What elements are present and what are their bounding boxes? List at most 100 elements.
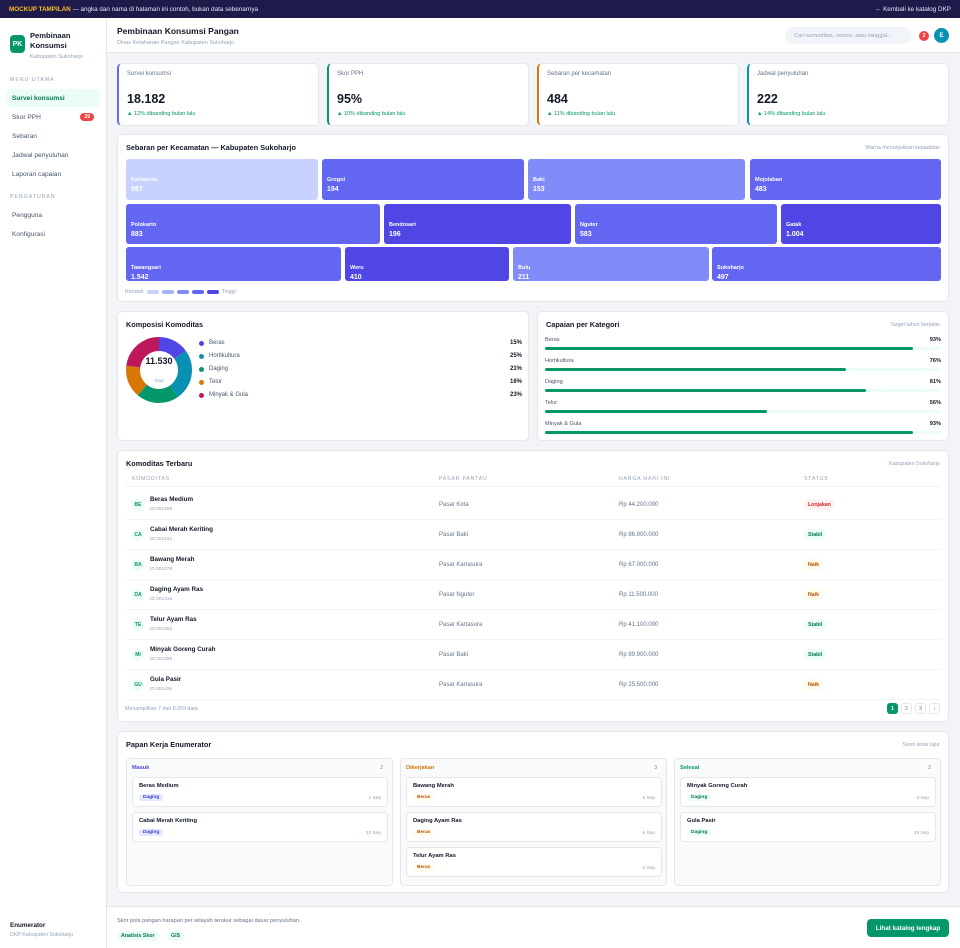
district-name: Baki	[533, 177, 545, 183]
search-input[interactable]: Cari komoditas, nomor, atau tanggal...	[785, 27, 912, 44]
task-card[interactable]: Cabai Merah Keriting Daging 22 Sep	[132, 812, 388, 842]
table-row[interactable]: CA Cabai Merah Keriting ID 001241 Pasar Bak…	[125, 520, 941, 550]
legend-swatch	[191, 290, 204, 294]
nav-item-jadwal-penyuluhan[interactable]: Jadwal penyuluhan	[6, 146, 100, 164]
composition-legend-item: Daging 21%	[199, 366, 522, 372]
district-tile[interactable]: Bendosari 196	[384, 204, 571, 244]
district-tile[interactable]: Mojolaban 483	[750, 159, 941, 200]
progress-track	[545, 410, 941, 413]
achievement-label-row: Daging 81%	[545, 379, 941, 385]
table-row[interactable]: BA Bawang Merah ID 001278 Pasar Kartasura Rp…	[125, 550, 941, 580]
district-tile[interactable]: Baki 153	[528, 159, 745, 200]
avatar[interactable]: E	[934, 28, 949, 43]
kpi-card-survei[interactable]: Survei konsumsi 18.182 ▲ 12% dibanding b…	[117, 63, 319, 126]
district-tile[interactable]: Sukoharjo 497	[712, 247, 941, 281]
kpi-label: Sebaran per kecamatan	[547, 71, 612, 77]
district-name: Gatak	[786, 222, 802, 228]
kpi-card-skor-pph[interactable]: Skor PPH 95% ▲ 10% dibanding bulan lalu	[327, 63, 529, 126]
mockup-banner: MOCKUP TAMPILAN — angka dan nama di hala…	[0, 0, 960, 18]
commodity-name: Gula Pasir	[150, 676, 182, 683]
column-header: HARGA HARI INI	[619, 476, 671, 482]
task-card[interactable]: Minyak Goreng Curah Daging 4 Sep	[680, 777, 936, 807]
task-date: 1 Sep	[368, 796, 381, 801]
task-title: Minyak Goreng Curah	[687, 783, 748, 789]
district-tile[interactable]: Grogol 194	[322, 159, 524, 200]
kpi-card-sebaran[interactable]: Sebaran per kecamatan 484 ▲ 11% dibandin…	[537, 63, 739, 126]
district-value: 987	[131, 186, 143, 193]
composition-donut	[126, 337, 192, 403]
district-value: 583	[580, 231, 592, 238]
column-header: PASAR PANTAU	[439, 476, 488, 482]
latest-commodities-card: Komoditas Terbaru Kabupaten Sukoharjo KO…	[117, 450, 949, 722]
donut-slice	[126, 337, 192, 403]
commodity-id: ID 001241	[150, 537, 173, 542]
page-button-3[interactable]: 3	[915, 703, 926, 714]
page-button-2[interactable]: 2	[901, 703, 912, 714]
achievement-percent: 76%	[929, 358, 941, 364]
task-title: Daging Ayam Ras	[413, 818, 462, 824]
table-row[interactable]: BE Beras Medium ID 001206 Pasar Kota Rp 44.2…	[125, 490, 941, 520]
sidebar: PK Pembinaan Konsumsi Kabupaten Sukoharj…	[0, 18, 107, 948]
table-row[interactable]: TE Telur Ayam Ras ID 001352 Pasar Kartasura…	[125, 610, 941, 640]
district-tile[interactable]: Nguter 583	[575, 204, 777, 244]
status-badge: Naik	[804, 559, 823, 570]
task-card[interactable]: Telur Ayam Ras Beras 6 Sep	[406, 847, 662, 877]
district-tile[interactable]: Tawangsari 1.542	[126, 247, 341, 281]
task-date: 5 Sep	[642, 796, 655, 801]
commodity-name: Beras Medium	[150, 496, 194, 503]
view-catalog-button[interactable]: Lihat katalog lengkap	[867, 919, 949, 937]
composition-name: Hortikultura	[209, 353, 240, 359]
legend-high-label: Tinggi	[221, 289, 236, 295]
achievement-row: Hortikultura 76%	[545, 358, 941, 371]
commodity-id: ID 001352	[150, 627, 173, 632]
board-note: Seret antar lajur	[902, 742, 940, 748]
donut-slice	[126, 337, 192, 403]
table-row[interactable]: MI Minyak Goreng Curah ID 001389 Pasar Baki…	[125, 640, 941, 670]
achievement-name: Daging	[545, 379, 563, 385]
market-cell: Pasar Kartasura	[439, 622, 483, 628]
page-button-1[interactable]: 1	[887, 703, 898, 714]
task-card[interactable]: Beras Medium Daging 1 Sep	[132, 777, 388, 807]
nav-item-sebaran[interactable]: Sebaran	[6, 127, 100, 145]
district-name: Grogol	[327, 177, 346, 183]
task-card[interactable]: Gula Pasir Daging 19 Sep	[680, 812, 936, 842]
district-name: Mojolaban	[755, 177, 783, 183]
achievement-label-row: Hortikultura 76%	[545, 358, 941, 364]
progress-fill	[545, 368, 846, 371]
user-info: Enumerator DKP Kabupaten Sukoharjo	[10, 922, 73, 938]
back-to-catalog-link[interactable]: ← Kembali ke katalog DKP	[875, 5, 951, 13]
nav-item-skor-pph[interactable]: Skor PPH 29	[6, 108, 100, 126]
table-row[interactable]: DA Daging Ayam Ras ID 001315 Pasar Nguter Rp…	[125, 580, 941, 610]
task-tag: Daging	[139, 794, 164, 801]
price-cell: Rp 89.900.000	[619, 652, 659, 658]
column-title: Masuk	[132, 765, 150, 771]
district-tile[interactable]: Weru 410	[345, 247, 509, 281]
column-title: Dikerjakan	[406, 765, 435, 771]
composition-card: Komposisi Komoditas 11.530 total Beras 15…	[117, 311, 529, 441]
status-badge: Lonjakan	[804, 499, 835, 510]
market-cell: Pasar Baki	[439, 532, 469, 538]
district-tile[interactable]: Polokarto 883	[126, 204, 380, 244]
top-header: Pembinaan Konsumsi Pangan Dinas Ketahana…	[107, 18, 960, 53]
nav-item-konfigurasi[interactable]: Konfigurasi	[6, 225, 100, 243]
commodity-id: ID 001315	[150, 597, 173, 602]
progress-fill	[545, 389, 866, 392]
task-card[interactable]: Daging Ayam Ras Beras 6 Sep	[406, 812, 662, 842]
table-row[interactable]: GU Gula Pasir ID 001426 Pasar Kartasura Rp 2…	[125, 670, 941, 700]
achievement-row: Beras 93%	[545, 337, 941, 350]
nav-item-survei-konsumsi[interactable]: Survei konsumsi	[6, 89, 100, 107]
kpi-card-jadwal[interactable]: Jadwal penyuluhan 222 ▲ 14% dibanding bu…	[747, 63, 949, 126]
nav-item-pengguna[interactable]: Pengguna	[6, 206, 100, 224]
district-tile[interactable]: Bulu 211	[513, 247, 709, 281]
commodity-icon: BE	[132, 499, 144, 511]
district-tile[interactable]: Kartasura 987	[126, 159, 318, 200]
task-card[interactable]: Bawang Merah Beras 5 Sep	[406, 777, 662, 807]
achievement-name: Hortikultura	[545, 358, 574, 364]
next-page-button[interactable]: ›	[929, 703, 940, 714]
district-tile[interactable]: Gatak 1.004	[781, 204, 941, 244]
achievement-name: Minyak & Gula	[545, 421, 582, 427]
nav-item-laporan-capaian[interactable]: Laporan capaian	[6, 165, 100, 183]
notification-badge[interactable]: 2	[919, 31, 929, 41]
district-value: 1.004	[786, 231, 804, 238]
column-header: KOMODITAS	[132, 476, 170, 482]
